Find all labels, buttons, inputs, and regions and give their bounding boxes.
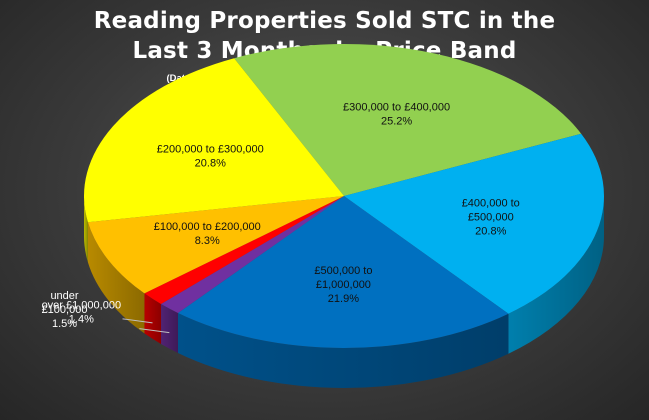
slice-label-5-line: £100,000 to £200,000 bbox=[154, 221, 261, 233]
pie-slice-side-1 bbox=[508, 196, 604, 354]
pie-top-faces bbox=[83, 44, 604, 348]
slice-label-3-line: over £1,000,000 bbox=[42, 300, 122, 312]
pie-labels: £300,000 to £400,000 25.2% £400,000 to £500… bbox=[42, 101, 520, 334]
slice-label-6-line: 20.8% bbox=[195, 157, 226, 169]
slice-label-2: £500,000 to £1,000,000 21.9% bbox=[314, 265, 372, 305]
slice-label-2-line: £500,000 to bbox=[314, 265, 372, 277]
slice-label-5: £100,000 to £200,000 8.3% bbox=[154, 221, 261, 247]
pie-slice-side-6 bbox=[84, 196, 88, 263]
pie-side-walls bbox=[84, 196, 604, 388]
pie-slice-side-2 bbox=[177, 312, 509, 388]
slice-label-0-line: 25.2% bbox=[381, 115, 412, 127]
pie-slice-5 bbox=[87, 196, 345, 294]
slice-label-4-line: 1.5% bbox=[52, 318, 77, 330]
pie-slice-side-5 bbox=[87, 222, 145, 334]
pie-slice-6 bbox=[83, 58, 344, 223]
slice-label-2-line: £1,000,000 bbox=[316, 279, 371, 291]
slice-label-1-line: £500,000 bbox=[468, 211, 514, 223]
slice-label-1-line: £400,000 to bbox=[462, 197, 520, 209]
slice-label-5-line: 8.3% bbox=[195, 235, 220, 247]
pie-slice-side-3 bbox=[161, 303, 178, 353]
chart-title-line-1: Reading Properties Sold STC in the bbox=[93, 8, 556, 34]
slice-label-4: under £100,000 1.5% bbox=[42, 290, 88, 330]
pie-slice-1 bbox=[344, 133, 604, 314]
pie-slice-3 bbox=[161, 196, 344, 313]
leader-line-3 bbox=[139, 328, 170, 334]
slice-label-3: over £1,000,000 1.4% bbox=[42, 300, 122, 326]
pie-slice-0 bbox=[234, 44, 582, 196]
slice-label-1: £400,000 to £500,000 20.8% bbox=[462, 197, 520, 237]
slice-label-0-line: £300,000 to £400,000 bbox=[343, 101, 450, 113]
slice-label-4-line: £100,000 bbox=[42, 304, 88, 316]
slice-label-4-line: under bbox=[50, 290, 78, 302]
slice-label-3-line: 1.4% bbox=[69, 314, 94, 326]
slice-label-6: £200,000 to £300,000 20.8% bbox=[157, 143, 264, 169]
slice-label-6-line: £200,000 to £300,000 bbox=[157, 143, 264, 155]
pie-slice-4 bbox=[144, 196, 344, 304]
slice-label-2-line: 21.9% bbox=[328, 293, 359, 305]
slice-label-0: £300,000 to £400,000 25.2% bbox=[343, 101, 450, 127]
leader-line-4 bbox=[122, 318, 153, 324]
pie-slice-2 bbox=[177, 196, 509, 348]
slice-label-1-line: 20.8% bbox=[475, 225, 506, 237]
